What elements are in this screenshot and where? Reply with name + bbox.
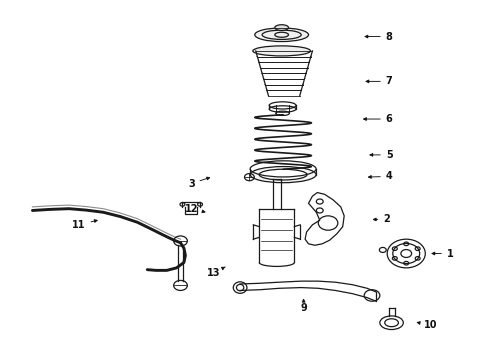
Text: 2: 2 [373,215,390,224]
Text: 12: 12 [185,204,205,214]
Text: 6: 6 [364,114,392,124]
Ellipse shape [259,169,307,180]
Text: 4: 4 [368,171,392,181]
Text: 8: 8 [365,32,392,41]
Text: 3: 3 [188,177,210,189]
Text: 13: 13 [206,267,225,278]
Ellipse shape [255,28,309,41]
Ellipse shape [275,25,289,31]
Text: 9: 9 [300,300,307,314]
Text: 10: 10 [417,320,438,330]
Text: 7: 7 [366,76,392,86]
Ellipse shape [253,46,311,56]
Text: 11: 11 [72,220,97,230]
Text: 5: 5 [370,150,392,160]
Ellipse shape [250,167,316,183]
Text: 1: 1 [432,248,454,258]
